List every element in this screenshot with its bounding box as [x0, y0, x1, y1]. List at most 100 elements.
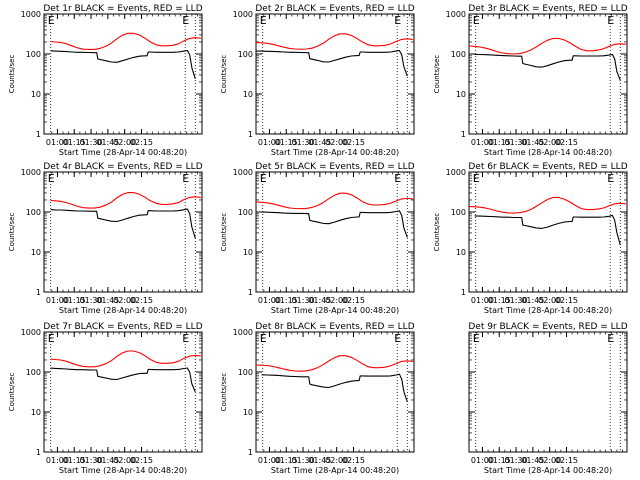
- series-line-lld: [255, 33, 413, 50]
- panel-title: Det 6r BLACK = Events, RED = LLD: [468, 162, 627, 172]
- event-marker-label: E: [394, 172, 401, 185]
- y-tick-label: 1: [36, 130, 41, 139]
- event-marker-label: E: [394, 332, 401, 345]
- plot-frame: [255, 171, 415, 293]
- x-tick-label: 02:00: [325, 138, 348, 147]
- event-marker-label: E: [260, 332, 267, 345]
- x-tick-label: 02:00: [538, 296, 561, 305]
- x-tick-label: 02:15: [342, 456, 365, 465]
- series-line-lld: [50, 192, 201, 209]
- y-tick-label: 100: [238, 368, 253, 377]
- plot-frame: [468, 13, 628, 135]
- x-tick-label: 01:45: [308, 138, 331, 147]
- event-marker-label: E: [48, 172, 55, 185]
- x-tick-label: 01:15: [63, 296, 86, 305]
- event-marker-label: E: [473, 172, 480, 185]
- x-tick-label: 01:00: [471, 456, 494, 465]
- series-line-events: [50, 367, 196, 393]
- x-tick-label: 01:45: [96, 138, 119, 147]
- y-tick-label: 100: [451, 50, 466, 59]
- y-tick-label: 1000: [446, 168, 466, 177]
- x-axis-label: Start Time (28-Apr-14 00:48:20): [59, 306, 187, 315]
- x-tick-label: 01:00: [258, 138, 281, 147]
- y-tick-label: 10: [243, 248, 253, 257]
- event-marker-label: E: [260, 172, 267, 185]
- x-tick-label: 01:45: [96, 456, 119, 465]
- x-tick-label: 02:00: [325, 456, 348, 465]
- event-marker-label: E: [260, 14, 267, 27]
- y-tick-label: 1: [461, 130, 466, 139]
- series-line-lld: [255, 355, 413, 372]
- y-tick-label: 1000: [21, 10, 41, 19]
- x-tick-label: 02:00: [113, 456, 136, 465]
- y-tick-label: 100: [26, 368, 41, 377]
- x-axis-label: Start Time (28-Apr-14 00:48:20): [271, 148, 399, 157]
- x-axis-label: Start Time (28-Apr-14 00:48:20): [59, 148, 187, 157]
- series-line-lld: [50, 350, 201, 368]
- series-line-events: [50, 208, 196, 239]
- x-tick-label: 01:30: [80, 456, 103, 465]
- x-tick-label: 01:30: [292, 456, 315, 465]
- x-tick-label: 01:15: [275, 456, 298, 465]
- series-line-lld: [50, 32, 201, 50]
- plot-frame: [468, 171, 628, 293]
- x-tick-label: 01:00: [258, 456, 281, 465]
- x-tick-label: 02:00: [538, 456, 561, 465]
- x-tick-label: 02:15: [342, 138, 365, 147]
- event-marker-label: E: [394, 14, 401, 27]
- x-tick-label: 01:15: [63, 456, 86, 465]
- x-tick-label: 01:45: [96, 296, 119, 305]
- panel-title: Det 5r BLACK = Events, RED = LLD: [255, 162, 414, 172]
- y-tick-label: 1: [248, 130, 253, 139]
- y-tick-label: 1000: [446, 10, 466, 19]
- panel-title: Det 2r BLACK = Events, RED = LLD: [255, 4, 414, 14]
- series-line-events: [256, 49, 408, 77]
- x-tick-label: 01:45: [308, 296, 331, 305]
- event-marker-label: E: [182, 332, 189, 345]
- x-axis-label: Start Time (28-Apr-14 00:48:20): [271, 306, 399, 315]
- event-marker-label: E: [48, 332, 55, 345]
- y-tick-label: 1: [36, 288, 41, 297]
- event-marker-label: E: [607, 172, 614, 185]
- x-tick-label: 01:00: [46, 138, 69, 147]
- y-tick-label: 1: [248, 288, 253, 297]
- series-line-events: [474, 214, 621, 246]
- panel-title: Det 4r BLACK = Events, RED = LLD: [43, 162, 202, 172]
- x-tick-label: 01:30: [505, 296, 528, 305]
- x-tick-label: 01:15: [275, 296, 298, 305]
- plot-frame: [43, 331, 203, 453]
- y-tick-label: 100: [451, 208, 466, 217]
- event-marker-label: E: [473, 332, 480, 345]
- event-marker-label: E: [607, 14, 614, 27]
- event-marker-label: E: [182, 172, 189, 185]
- panel-title: Det 9r BLACK = Events, RED = LLD: [468, 322, 627, 332]
- y-tick-label: 1000: [21, 328, 41, 337]
- y-tick-label: 100: [26, 50, 41, 59]
- y-tick-label: 10: [243, 90, 253, 99]
- y-axis-label: Counts/sec: [433, 213, 441, 252]
- x-axis-label: Start Time (28-Apr-14 00:48:20): [484, 466, 612, 475]
- x-axis-label: Start Time (28-Apr-14 00:48:20): [484, 306, 612, 315]
- y-tick-label: 10: [456, 248, 466, 257]
- x-tick-label: 01:00: [46, 296, 69, 305]
- event-marker-label: E: [48, 14, 55, 27]
- x-tick-label: 01:15: [488, 296, 511, 305]
- panel-title: Det 3r BLACK = Events, RED = LLD: [468, 4, 627, 14]
- x-tick-label: 02:00: [538, 138, 561, 147]
- x-tick-label: 01:45: [521, 456, 544, 465]
- y-axis-label: Counts/sec: [8, 55, 16, 94]
- x-tick-label: 01:30: [80, 138, 103, 147]
- x-axis-label: Start Time (28-Apr-14 00:48:20): [484, 148, 612, 157]
- x-tick-label: 02:15: [130, 138, 153, 147]
- plot-frame: [468, 331, 628, 453]
- x-tick-label: 02:15: [342, 296, 365, 305]
- x-tick-label: 01:30: [505, 456, 528, 465]
- y-tick-label: 10: [243, 408, 253, 417]
- y-tick-label: 1000: [21, 168, 41, 177]
